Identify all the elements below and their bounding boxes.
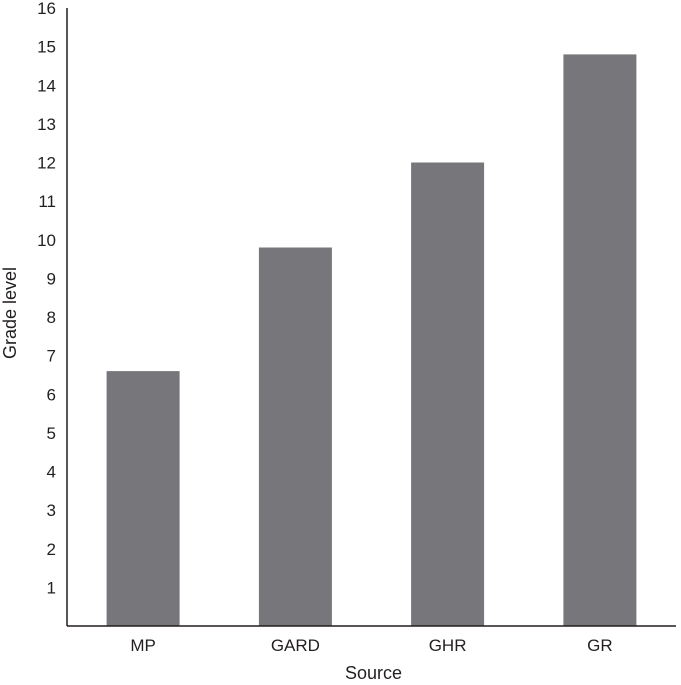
bar-mp [106, 371, 180, 626]
y-tick-label: 6 [47, 385, 56, 404]
x-tick-labels: MP GARD GHR GR [130, 636, 612, 655]
bars-group [106, 54, 637, 626]
bar-ghr [411, 162, 485, 626]
x-axis-title: Source [345, 663, 402, 683]
y-tick-label: 10 [37, 231, 56, 250]
y-tick-label: 4 [47, 463, 56, 482]
y-tick-label: 14 [37, 76, 56, 95]
y-tick-label: 2 [47, 540, 56, 559]
y-tick-label: 13 [37, 115, 56, 134]
bar-gard [258, 247, 332, 626]
x-tick-label: GARD [271, 636, 320, 655]
x-tick-label: GHR [429, 636, 467, 655]
y-tick-label: 15 [37, 38, 56, 57]
y-tick-label: 5 [47, 424, 56, 443]
y-tick-label: 1 [47, 578, 56, 597]
y-tick-label: 3 [47, 501, 56, 520]
y-axis-title: Grade level [0, 267, 20, 359]
bar-gr [563, 54, 637, 626]
x-tick-label: MP [130, 636, 156, 655]
x-tick-label: GR [587, 636, 613, 655]
y-tick-label: 8 [47, 308, 56, 327]
y-tick-label: 7 [47, 347, 56, 366]
y-tick-label: 9 [47, 269, 56, 288]
y-tick-label: 12 [37, 154, 56, 173]
y-tick-label: 16 [37, 0, 56, 18]
y-tick-label: 11 [38, 192, 56, 211]
